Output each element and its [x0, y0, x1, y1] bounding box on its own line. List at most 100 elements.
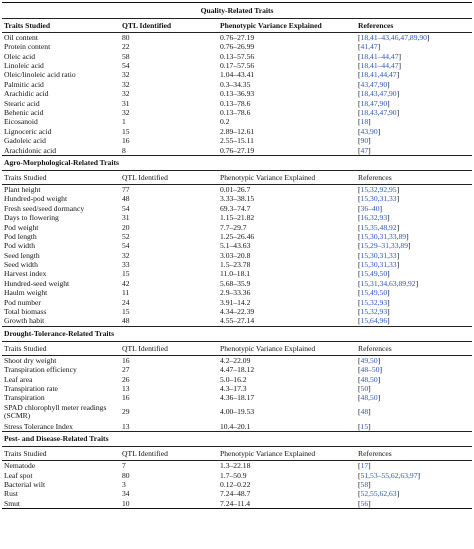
reference-link[interactable]: 16,32,93: [360, 213, 388, 223]
reference-link[interactable]: 36–40: [360, 203, 380, 213]
variance-cell: 1.15–21.82: [220, 213, 255, 223]
bracket-open: [: [358, 470, 361, 480]
reference-link[interactable]: 15,30,31,33: [360, 250, 397, 260]
reference-link[interactable]: 15: [360, 421, 369, 431]
reference-link[interactable]: 18,41–44,47: [360, 61, 399, 71]
reference-link[interactable]: 18,43,47,90: [360, 108, 397, 118]
qtl-count-cell: 33: [122, 260, 130, 270]
header-qtl-identified: QTL Identified: [120, 446, 218, 462]
trait-cell: Plant height: [4, 184, 41, 194]
reference-link[interactable]: 17: [360, 461, 369, 471]
reference-link[interactable]: 15,31,34,63,89,92: [360, 278, 416, 288]
reference-link[interactable]: 41,47: [360, 42, 378, 52]
reference-link[interactable]: 15,29–31,33,89: [360, 241, 408, 251]
reference-link[interactable]: 56: [360, 498, 369, 508]
variance-cell: 0.76–26.99: [220, 42, 255, 52]
table-row: Growth habit 48 4.55–27.14 [15,64,96]: [2, 317, 472, 327]
bracket-open: [: [358, 374, 361, 384]
bracket-open: [: [358, 316, 361, 326]
reference-link[interactable]: 47: [360, 145, 369, 155]
variance-cell: 5.1–43.63: [220, 241, 251, 251]
reference-link[interactable]: 15,35,48,92: [360, 222, 397, 232]
header-references: References: [356, 341, 473, 356]
reference-link[interactable]: 18,41,44,47: [360, 70, 397, 80]
reference-link[interactable]: 18,41–43,46,47,89,90: [360, 32, 427, 42]
reference-link[interactable]: 15,49,50: [360, 269, 388, 279]
references-cell: [43,47,90]: [356, 80, 472, 89]
variance-cell: 7.24–11.4: [218, 498, 356, 510]
bracket-open: [: [358, 61, 361, 71]
bracket-close: ]: [379, 365, 383, 375]
references-cell: [15,35,48,92]: [356, 223, 472, 232]
bracket-open: [: [358, 232, 361, 241]
header-qtl-identified: QTL Identified: [120, 341, 218, 356]
reference-link[interactable]: 51,53–55,62,63,97: [360, 470, 418, 480]
reference-link[interactable]: 15,30,31,33,89: [360, 232, 407, 241]
references-cell: [18,47,90]: [356, 99, 472, 108]
table-row: Gadoleic acid 16 2.55–15.11 [90]: [2, 136, 472, 145]
reference-link[interactable]: 15,32,92,95: [360, 184, 397, 194]
bracket-close: ]: [415, 278, 419, 288]
qtl-count-cell: 15: [122, 269, 130, 279]
references-cell: [36–40]: [356, 204, 472, 213]
reference-link[interactable]: 18: [360, 117, 369, 127]
references-cell: [56]: [356, 498, 473, 510]
variance-cell: 4.36–18.17: [220, 393, 255, 403]
reference-link[interactable]: 15,32,93: [360, 307, 388, 317]
references-cell: [48–50]: [356, 365, 472, 374]
reference-link[interactable]: 49,50: [360, 355, 378, 365]
variance-cell: 4.3–17.3: [220, 384, 247, 393]
variance-cell: 7.7–29.7: [220, 222, 247, 232]
qtl-count-cell: 29: [122, 407, 130, 417]
variance-cell: 1.3–22.18: [220, 461, 251, 471]
reference-link[interactable]: 58: [360, 480, 369, 489]
header-phenotypic-variance: Phenotypic Variance Explained: [218, 18, 356, 33]
section-title: Quality-Related Traits: [2, 2, 473, 19]
reference-link[interactable]: 15,64,96: [360, 316, 388, 326]
qtl-count-cell: 10: [120, 498, 218, 510]
trait-cell: Seed length: [4, 250, 40, 260]
qtl-table: Quality-Related Traits Traits Studied QTL …: [2, 2, 473, 510]
reference-link[interactable]: 15,30,31,33: [360, 194, 397, 204]
bracket-open: [: [358, 260, 361, 270]
trait-cell: Eicosanoid: [4, 117, 38, 127]
bracket-open: [: [358, 32, 361, 42]
reference-link[interactable]: 43,90: [360, 126, 378, 136]
bracket-close: ]: [377, 393, 381, 403]
header-phenotypic-variance: Phenotypic Variance Explained: [218, 341, 356, 356]
reference-link[interactable]: 15,49,50: [360, 288, 388, 298]
qtl-count-cell: 32: [122, 250, 130, 260]
trait-cell: Stress Tolerance Index: [4, 421, 73, 431]
references-cell: [15,30,31,33]: [356, 260, 472, 269]
section-row: Pest- and Disease-Related Traits: [2, 431, 473, 448]
reference-link[interactable]: 18,47,90: [360, 98, 388, 108]
references-cell: [18,43,47,90]: [356, 89, 472, 98]
reference-link[interactable]: 48: [360, 407, 369, 417]
table-row: Hundred-pod weight 48 3.33–38.15 [15,30,31,…: [2, 194, 472, 203]
bracket-open: [: [358, 384, 361, 393]
reference-link[interactable]: 90: [360, 136, 369, 146]
reference-link[interactable]: 50: [360, 384, 369, 393]
table-row: Oil content 80 0.76–27.19 [18,41–43,46,47,8…: [2, 33, 472, 43]
table-row: Shoot dry weight 16 4.2–22.09 [49,50]: [2, 355, 472, 365]
reference-link[interactable]: 15,32,93: [360, 297, 388, 307]
reference-link[interactable]: 48,50: [360, 374, 378, 384]
table-row: Leaf area 26 5.0–16.2 [48,50]: [2, 375, 472, 384]
reference-link[interactable]: 52,55,62,63: [360, 489, 397, 499]
reference-link[interactable]: 48–50: [360, 365, 380, 375]
bracket-open: [: [358, 213, 361, 223]
table-row: Eicosanoid 1 0.2 [18]: [2, 118, 472, 127]
qtl-table-body: Quality-Related Traits Traits Studied QTL …: [2, 2, 473, 510]
trait-cell: Haulm weight: [4, 288, 48, 298]
reference-link[interactable]: 48,50: [360, 393, 378, 403]
trait-cell: Gadoleic acid: [4, 136, 46, 146]
bracket-open: [: [358, 51, 361, 61]
reference-link[interactable]: 18,43,47,90: [360, 89, 397, 99]
trait-cell: Arachidonic acid: [4, 145, 57, 155]
table-row: Leaf spot 80 1.7–50.9 [51,53–55,62,63,97]: [2, 471, 472, 480]
bracket-close: ]: [396, 250, 400, 260]
reference-link[interactable]: 43,47,90: [360, 79, 388, 89]
reference-link[interactable]: 18,41–44,47: [360, 51, 399, 61]
column-header-row: Traits Studied QTL Identified Phenotypic V…: [2, 341, 473, 356]
reference-link[interactable]: 15,30,31,33: [360, 260, 397, 270]
